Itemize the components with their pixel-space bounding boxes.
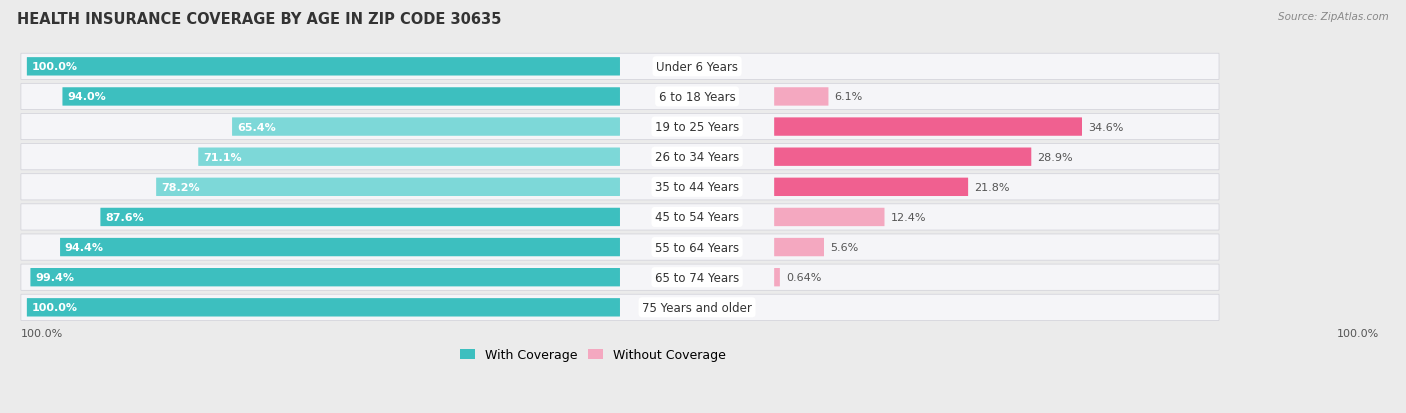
Text: 100.0%: 100.0% bbox=[31, 303, 77, 313]
Text: 65.4%: 65.4% bbox=[236, 122, 276, 132]
Text: 75 Years and older: 75 Years and older bbox=[643, 301, 752, 314]
FancyBboxPatch shape bbox=[21, 114, 1219, 140]
Text: 71.1%: 71.1% bbox=[202, 152, 242, 162]
Text: Source: ZipAtlas.com: Source: ZipAtlas.com bbox=[1278, 12, 1389, 22]
Text: 6.1%: 6.1% bbox=[834, 92, 863, 102]
Text: 55 to 64 Years: 55 to 64 Years bbox=[655, 241, 740, 254]
Text: 99.4%: 99.4% bbox=[35, 273, 75, 282]
FancyBboxPatch shape bbox=[27, 299, 620, 317]
FancyBboxPatch shape bbox=[21, 204, 1219, 230]
Text: 78.2%: 78.2% bbox=[160, 183, 200, 192]
Text: 45 to 54 Years: 45 to 54 Years bbox=[655, 211, 740, 224]
Text: HEALTH INSURANCE COVERAGE BY AGE IN ZIP CODE 30635: HEALTH INSURANCE COVERAGE BY AGE IN ZIP … bbox=[17, 12, 502, 27]
Text: 19 to 25 Years: 19 to 25 Years bbox=[655, 121, 740, 134]
Text: 6 to 18 Years: 6 to 18 Years bbox=[658, 91, 735, 104]
FancyBboxPatch shape bbox=[198, 148, 620, 166]
FancyBboxPatch shape bbox=[21, 174, 1219, 200]
Text: 100.0%: 100.0% bbox=[1337, 329, 1379, 339]
Text: 0.64%: 0.64% bbox=[786, 273, 821, 282]
FancyBboxPatch shape bbox=[60, 238, 620, 256]
FancyBboxPatch shape bbox=[21, 235, 1219, 261]
FancyBboxPatch shape bbox=[775, 268, 780, 287]
FancyBboxPatch shape bbox=[775, 148, 1031, 166]
Text: 100.0%: 100.0% bbox=[31, 62, 77, 72]
Text: 21.8%: 21.8% bbox=[974, 183, 1010, 192]
FancyBboxPatch shape bbox=[21, 84, 1219, 110]
FancyBboxPatch shape bbox=[21, 54, 1219, 80]
Legend: With Coverage, Without Coverage: With Coverage, Without Coverage bbox=[456, 344, 731, 367]
FancyBboxPatch shape bbox=[21, 294, 1219, 320]
FancyBboxPatch shape bbox=[100, 208, 620, 227]
FancyBboxPatch shape bbox=[232, 118, 620, 136]
FancyBboxPatch shape bbox=[21, 144, 1219, 171]
Text: Under 6 Years: Under 6 Years bbox=[657, 61, 738, 74]
Text: 35 to 44 Years: 35 to 44 Years bbox=[655, 181, 740, 194]
FancyBboxPatch shape bbox=[775, 238, 824, 256]
Text: 5.6%: 5.6% bbox=[830, 242, 858, 252]
FancyBboxPatch shape bbox=[775, 118, 1083, 136]
FancyBboxPatch shape bbox=[775, 208, 884, 227]
FancyBboxPatch shape bbox=[775, 88, 828, 107]
Text: 94.0%: 94.0% bbox=[67, 92, 105, 102]
Text: 87.6%: 87.6% bbox=[105, 212, 143, 223]
Text: 100.0%: 100.0% bbox=[21, 329, 63, 339]
FancyBboxPatch shape bbox=[775, 178, 969, 197]
Text: 12.4%: 12.4% bbox=[890, 212, 927, 223]
FancyBboxPatch shape bbox=[156, 178, 620, 197]
Text: 28.9%: 28.9% bbox=[1038, 152, 1073, 162]
FancyBboxPatch shape bbox=[27, 58, 620, 76]
Text: 26 to 34 Years: 26 to 34 Years bbox=[655, 151, 740, 164]
FancyBboxPatch shape bbox=[21, 264, 1219, 291]
Text: 34.6%: 34.6% bbox=[1088, 122, 1123, 132]
Text: 65 to 74 Years: 65 to 74 Years bbox=[655, 271, 740, 284]
Text: 94.4%: 94.4% bbox=[65, 242, 104, 252]
FancyBboxPatch shape bbox=[31, 268, 620, 287]
FancyBboxPatch shape bbox=[62, 88, 620, 107]
